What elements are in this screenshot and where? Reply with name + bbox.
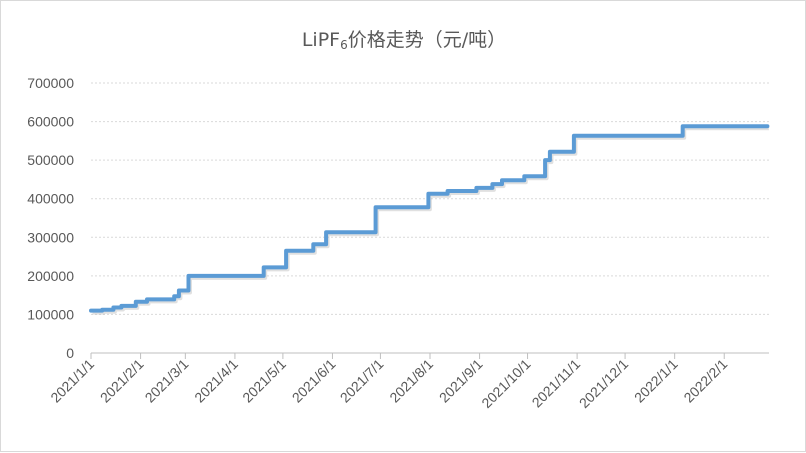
y-tick-label: 0 bbox=[66, 345, 74, 361]
series-line-shadow bbox=[92, 126, 769, 315]
x-tick-label: 2021/3/1 bbox=[142, 356, 192, 406]
y-axis: 0 100000 200000 300000 400000 500000 600000 700… bbox=[27, 75, 74, 361]
y-tick-label: 600000 bbox=[27, 114, 74, 130]
x-tick-label: 2022/1/1 bbox=[631, 356, 681, 406]
y-tick-label: 300000 bbox=[27, 229, 74, 245]
chart-title: LiPF6价格走势（元/吨） bbox=[301, 29, 507, 52]
x-tick-label: 2021/2/1 bbox=[97, 356, 147, 406]
y-tick-label: 200000 bbox=[27, 268, 74, 284]
y-tick-label: 100000 bbox=[27, 306, 74, 322]
x-tick-label: 2021/6/1 bbox=[289, 356, 339, 406]
x-tick-label: 2021/12/1 bbox=[576, 356, 632, 412]
x-tick-label: 2021/4/1 bbox=[191, 356, 241, 406]
x-tick-label: 2021/10/1 bbox=[478, 356, 534, 412]
x-axis bbox=[90, 352, 769, 359]
x-tick-label: 2022/2/1 bbox=[680, 356, 730, 406]
x-tick-label: 2021/1/1 bbox=[47, 356, 97, 406]
series-line bbox=[89, 124, 770, 313]
y-tick-label: 700000 bbox=[27, 75, 74, 91]
y-tick-label: 400000 bbox=[27, 191, 74, 207]
x-tick-label: 2021/8/1 bbox=[386, 356, 436, 406]
x-tick-label: 2021/9/1 bbox=[436, 356, 486, 406]
series-group bbox=[89, 124, 770, 315]
x-tick-label: 2021/5/1 bbox=[239, 356, 289, 406]
y-tick-label: 500000 bbox=[27, 152, 74, 168]
x-tick-label: 2021/7/1 bbox=[337, 356, 387, 406]
x-tick-label: 2021/11/1 bbox=[529, 356, 584, 411]
